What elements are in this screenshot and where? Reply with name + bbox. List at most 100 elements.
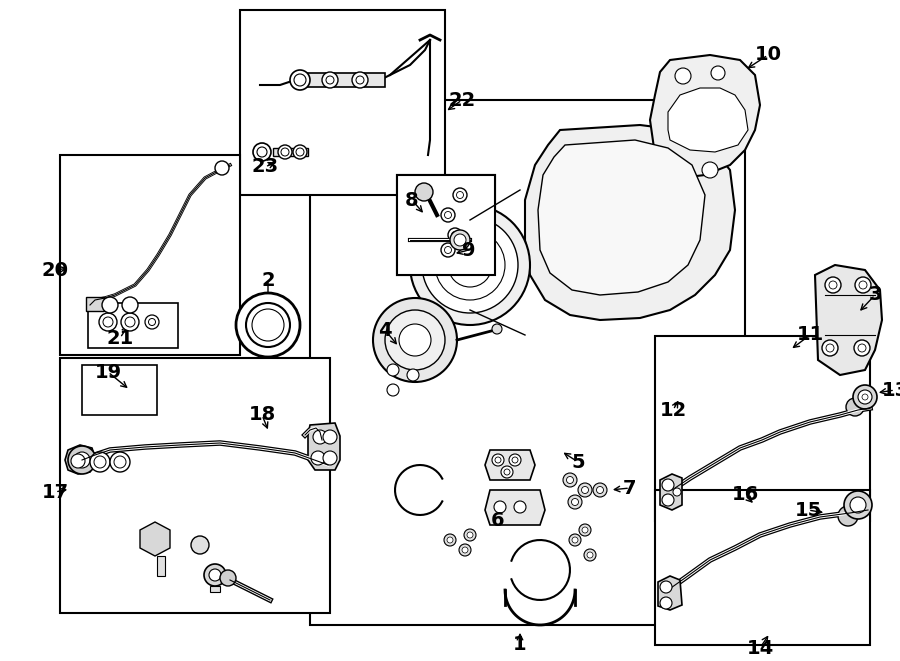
Bar	[295, 73, 385, 87]
Circle shape	[410, 205, 530, 325]
Circle shape	[702, 162, 718, 178]
Bar	[240, 10, 445, 195]
Bar	[397, 175, 495, 275]
Circle shape	[572, 498, 579, 506]
Circle shape	[563, 473, 577, 487]
Polygon shape	[815, 265, 882, 375]
Circle shape	[246, 303, 290, 347]
Circle shape	[584, 549, 596, 561]
Text: 9: 9	[463, 241, 476, 260]
Circle shape	[68, 446, 96, 474]
Circle shape	[257, 147, 267, 157]
Circle shape	[445, 212, 452, 219]
Circle shape	[356, 76, 364, 84]
Circle shape	[103, 317, 113, 327]
Circle shape	[501, 466, 513, 478]
Circle shape	[90, 452, 110, 472]
Circle shape	[453, 188, 467, 202]
Text: 7: 7	[623, 479, 637, 498]
Bar	[157, 556, 165, 576]
Circle shape	[450, 230, 470, 250]
Text: 20: 20	[41, 260, 68, 280]
Circle shape	[829, 281, 837, 289]
Circle shape	[326, 76, 334, 84]
Circle shape	[71, 454, 85, 468]
Text: 1: 1	[513, 635, 526, 654]
Circle shape	[122, 297, 138, 313]
Circle shape	[512, 457, 518, 463]
Text: 10: 10	[754, 46, 781, 65]
Polygon shape	[660, 474, 682, 510]
Circle shape	[566, 477, 573, 483]
Circle shape	[441, 208, 455, 222]
Circle shape	[593, 483, 607, 497]
Polygon shape	[650, 55, 760, 178]
Bar	[210, 586, 220, 592]
Circle shape	[385, 310, 445, 370]
Circle shape	[281, 148, 289, 156]
Circle shape	[373, 298, 457, 382]
Circle shape	[662, 479, 674, 491]
Text: 14: 14	[746, 639, 774, 658]
Circle shape	[296, 148, 304, 156]
Circle shape	[660, 597, 672, 609]
Circle shape	[387, 384, 399, 396]
Text: 6: 6	[491, 510, 505, 529]
Circle shape	[313, 430, 327, 444]
Text: 11: 11	[796, 325, 824, 344]
Circle shape	[855, 277, 871, 293]
Text: 5: 5	[572, 453, 585, 471]
Circle shape	[662, 494, 674, 506]
Circle shape	[121, 313, 139, 331]
Polygon shape	[525, 125, 735, 320]
Circle shape	[209, 569, 221, 581]
Circle shape	[294, 74, 306, 86]
Circle shape	[825, 277, 841, 293]
Circle shape	[494, 501, 506, 513]
Circle shape	[514, 501, 526, 513]
Bar	[88, 303, 178, 348]
Circle shape	[148, 319, 156, 325]
Polygon shape	[538, 140, 705, 295]
Circle shape	[854, 340, 870, 356]
Circle shape	[445, 247, 452, 254]
Circle shape	[191, 536, 209, 554]
Circle shape	[462, 547, 468, 553]
Circle shape	[441, 243, 455, 257]
Circle shape	[323, 430, 337, 444]
Circle shape	[102, 297, 118, 313]
Circle shape	[125, 317, 135, 327]
Circle shape	[322, 72, 338, 88]
Polygon shape	[658, 576, 682, 610]
Polygon shape	[140, 522, 170, 556]
Circle shape	[110, 452, 130, 472]
Bar	[655, 490, 870, 645]
Circle shape	[278, 145, 292, 159]
Circle shape	[572, 537, 578, 543]
Polygon shape	[485, 490, 545, 525]
Circle shape	[456, 192, 464, 198]
Text: 13: 13	[881, 381, 900, 399]
Circle shape	[844, 491, 872, 519]
Circle shape	[464, 529, 476, 541]
Circle shape	[846, 398, 864, 416]
Circle shape	[99, 313, 117, 331]
Polygon shape	[485, 450, 535, 480]
Circle shape	[495, 457, 501, 463]
Circle shape	[587, 552, 593, 558]
Circle shape	[311, 451, 325, 465]
Circle shape	[858, 390, 872, 404]
Polygon shape	[308, 423, 340, 470]
Circle shape	[290, 70, 310, 90]
Circle shape	[578, 483, 592, 497]
Circle shape	[675, 68, 691, 84]
Circle shape	[504, 469, 510, 475]
Circle shape	[215, 161, 229, 175]
Circle shape	[415, 183, 433, 201]
Circle shape	[74, 452, 90, 468]
Text: 22: 22	[448, 91, 475, 110]
Text: 8: 8	[405, 190, 418, 210]
Circle shape	[850, 497, 866, 513]
Text: 23: 23	[251, 157, 279, 176]
Circle shape	[859, 281, 867, 289]
